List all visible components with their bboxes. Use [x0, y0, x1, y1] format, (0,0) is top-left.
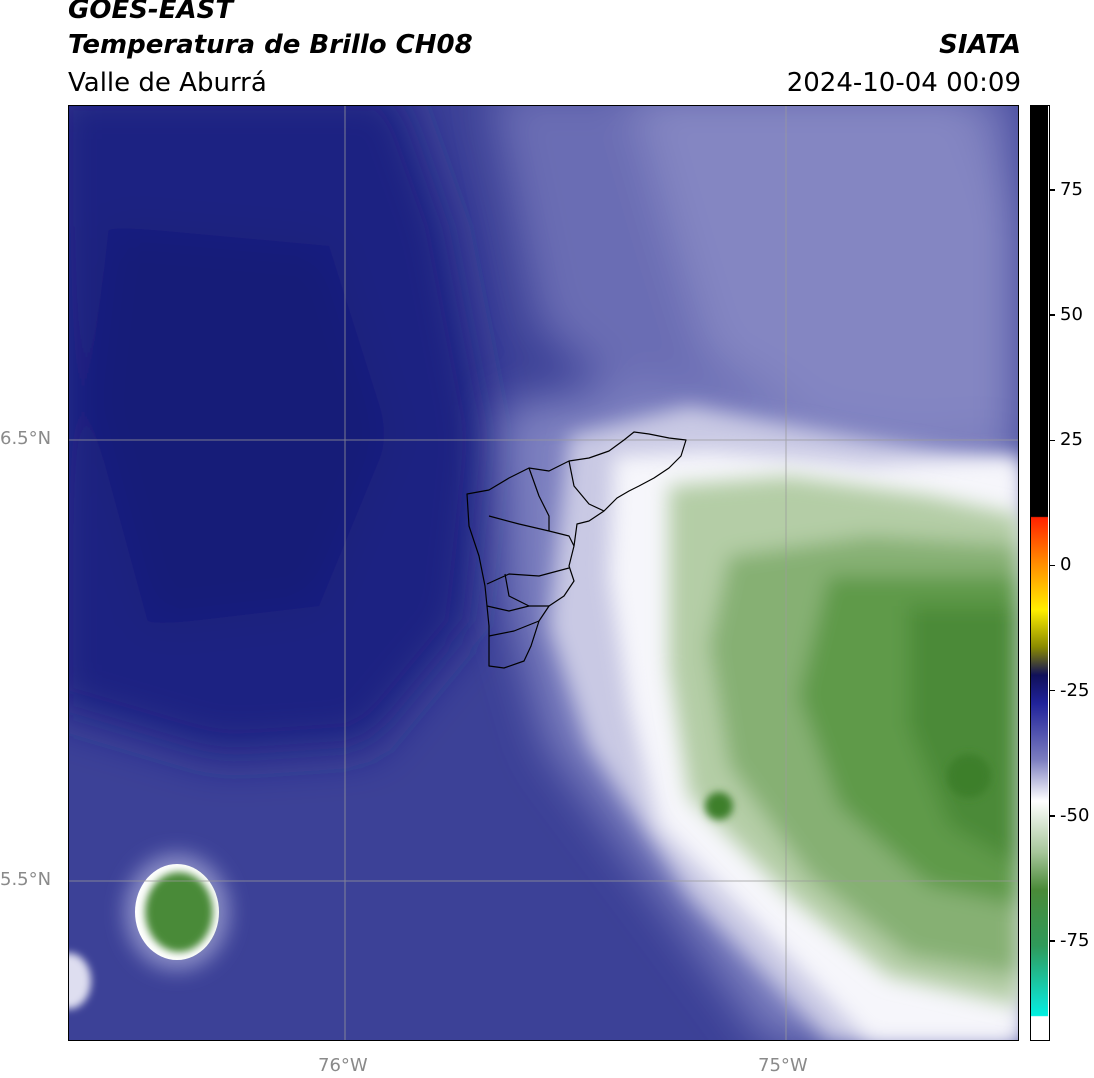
municipal-boundaries — [466, 431, 687, 669]
colorbar-tick-mark — [1049, 189, 1055, 191]
edge-cloud — [69, 953, 91, 1009]
satellite-name: GOES-EAST — [68, 0, 234, 25]
isolated-cell — [125, 854, 229, 970]
product-title: Temperatura de Brillo CH08 — [68, 30, 473, 60]
warm-cores — [705, 754, 991, 820]
colorbar — [1030, 105, 1050, 1041]
colorbar-tick-mark — [1049, 815, 1055, 817]
colorbar-tick-mark — [1049, 940, 1055, 942]
colorbar-tick-label: -25 — [1060, 679, 1090, 701]
colorbar-gradient — [1031, 106, 1048, 1039]
colorbar-tick-label: 0 — [1060, 554, 1072, 576]
lat-label-6-5: 6.5°N — [0, 428, 52, 449]
colorbar-tick-mark — [1049, 439, 1055, 442]
colorbar-tick-mark — [1049, 689, 1055, 692]
brightness-temperature-field — [69, 106, 1018, 1040]
cold-region — [69, 106, 489, 756]
graticule — [69, 106, 1018, 1040]
colorbar-tick-label: 25 — [1060, 429, 1083, 451]
colorbar-tick-label: -50 — [1060, 804, 1090, 826]
lon-label-75w: 75°W — [758, 1055, 808, 1076]
colorbar-tick-label: 50 — [1060, 304, 1083, 326]
region-name: Valle de Aburrá — [68, 68, 267, 98]
timestamp: 2024-10-04 00:09 — [786, 68, 1021, 98]
colorbar-tick-mark — [1049, 564, 1055, 567]
lon-label-76w: 76°W — [318, 1055, 368, 1076]
colorbar-tick-mark — [1049, 314, 1055, 316]
satellite-map[interactable] — [68, 105, 1019, 1041]
lat-label-5-5: 5.5°N — [0, 869, 52, 890]
colorbar-tick-label: 75 — [1060, 179, 1083, 201]
colorbar-tick-label: -75 — [1060, 929, 1090, 951]
brand-label: SIATA — [939, 30, 1021, 60]
